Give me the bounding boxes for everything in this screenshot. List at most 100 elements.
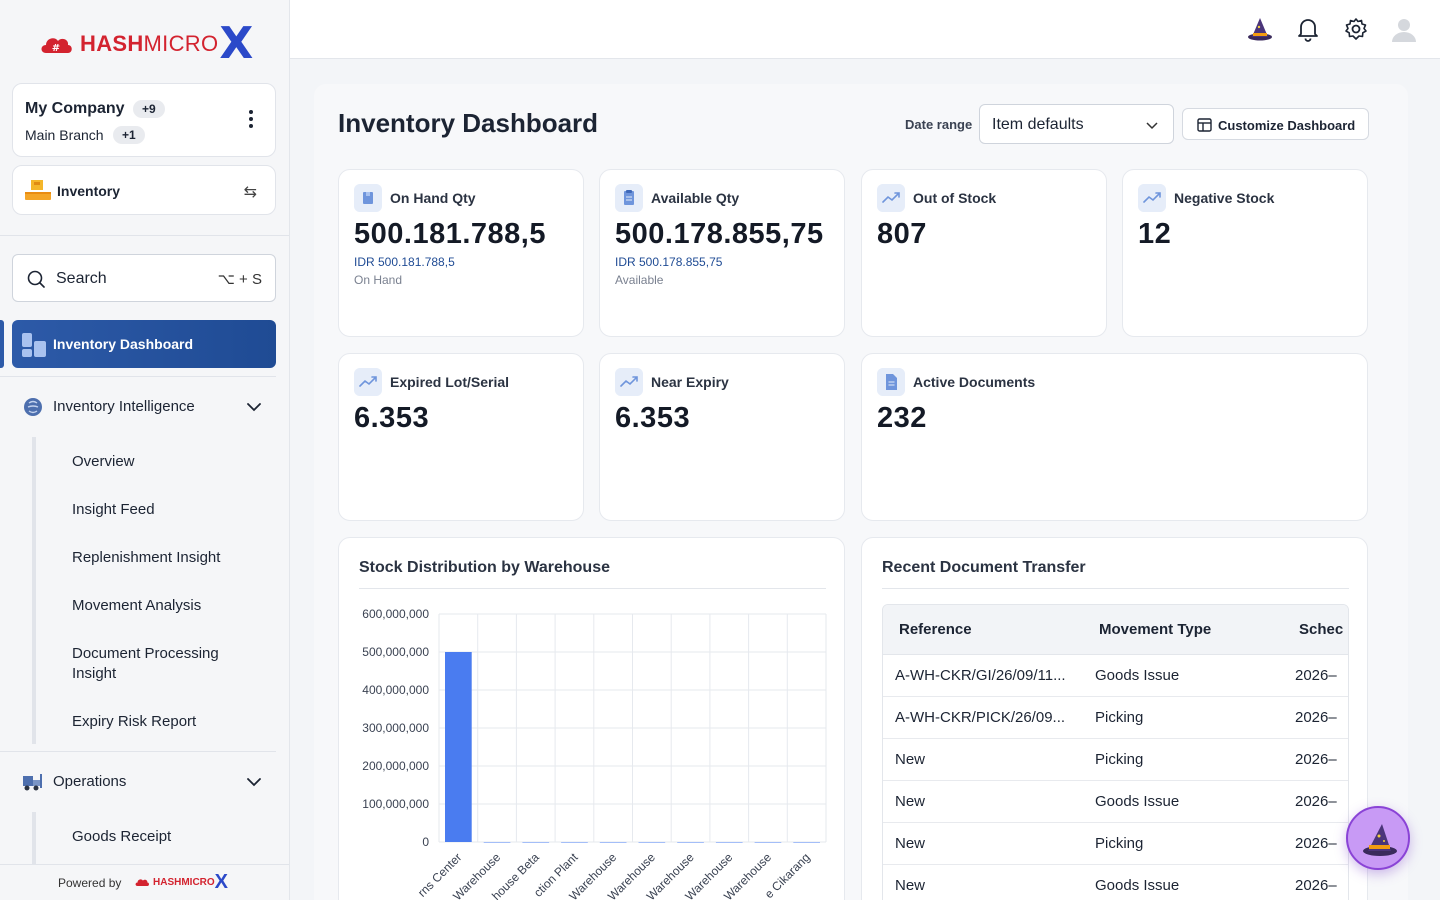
footer-logo: HASHMICRO X (134, 872, 228, 892)
cell-movement-type: Goods Issue (1095, 877, 1180, 894)
sidebar-item-expiry-risk-report[interactable]: Expiry Risk Report (72, 713, 197, 730)
company-switcher[interactable]: My Company +9 Main Branch +1 (12, 83, 276, 157)
search-icon (27, 270, 45, 288)
transfer-table: Reference Movement Type Schec A-WH-CKR/G… (882, 604, 1349, 900)
box-icon (354, 184, 382, 212)
y-tick-label: 0 (422, 835, 429, 849)
hashmicro-logo[interactable]: # HASHMICRO X (38, 22, 253, 66)
sidebar-item-goods-receipt[interactable]: Goods Receipt (72, 828, 172, 845)
kpi-card-out-of-stock[interactable]: Out of Stock 807 (861, 169, 1107, 337)
wizard-hat-icon (1363, 824, 1397, 856)
table-row[interactable]: New Goods Issue 2026– (883, 865, 1348, 900)
sidebar-item-overview[interactable]: Overview (72, 453, 135, 470)
chart-bar (561, 842, 588, 843)
date-range-select[interactable]: Item defaults (979, 104, 1174, 144)
kpi-value: 807 (877, 218, 927, 250)
clipboard-icon (615, 184, 643, 212)
column-header-movement-type[interactable]: Movement Type (1099, 621, 1212, 638)
kpi-caption: On Hand (354, 273, 403, 287)
chevron-down-icon[interactable] (246, 399, 262, 415)
kpi-label: Expired Lot/Serial (390, 374, 510, 390)
table-row[interactable]: New Picking 2026– (883, 739, 1348, 781)
more-options-icon[interactable] (249, 110, 253, 130)
kpi-label: Negative Stock (1174, 190, 1275, 206)
customize-dashboard-label: Customize Dashboard (1218, 118, 1356, 133)
bell-icon[interactable] (1295, 16, 1321, 42)
kpi-sub-value: IDR 500.181.788,5 (354, 255, 455, 269)
chart-bar (793, 842, 820, 843)
sidebar-item-document-processing-insight[interactable]: Document Processing Insight (72, 645, 219, 682)
trend-icon (877, 184, 905, 212)
kpi-card-available-qty[interactable]: Available Qty 500.178.855,75 IDR 500.178… (599, 169, 845, 337)
sidebar-group-inventory-intelligence[interactable]: Inventory Intelligence (12, 387, 276, 427)
kpi-label: Available Qty (651, 190, 740, 206)
search-input[interactable]: Search ⌥ + S (12, 254, 276, 302)
column-header-reference[interactable]: Reference (899, 621, 972, 638)
kpi-card-on-hand-qty[interactable]: On Hand Qty 500.181.788,5 IDR 500.181.78… (338, 169, 584, 337)
cell-scheduled: 2026– (1295, 751, 1337, 768)
brand-x: X (219, 18, 254, 69)
active-indicator (0, 320, 4, 368)
chart-bar (483, 842, 511, 843)
chevron-down-icon[interactable] (246, 774, 262, 790)
kpi-value: 500.181.788,5 (354, 218, 546, 250)
powered-by-footer: Powered by HASHMICRO X (0, 864, 289, 900)
divider (0, 751, 276, 752)
sidebar-group-operations[interactable]: Operations (12, 762, 276, 802)
gear-icon[interactable] (1343, 16, 1369, 42)
kpi-card-near-expiry[interactable]: Near Expiry 6.353 (599, 353, 845, 521)
table-row[interactable]: New Goods Issue 2026– (883, 781, 1348, 823)
kpi-card-expired-lot-serial[interactable]: Expired Lot/Serial 6.353 (338, 353, 584, 521)
company-count-badge: +9 (133, 100, 165, 118)
chart-bar (754, 842, 782, 843)
module-switcher[interactable]: Inventory ⇆ (12, 165, 276, 215)
table-row[interactable]: New Picking 2026– (883, 823, 1348, 865)
kpi-card-negative-stock[interactable]: Negative Stock 12 (1122, 169, 1368, 337)
sidebar-item-insight-feed[interactable]: Insight Feed (72, 501, 155, 518)
sidebar: # HASHMICRO X My Company +9 Main Branch … (0, 0, 290, 900)
module-label: Inventory (57, 183, 121, 199)
search-placeholder: Search (56, 270, 107, 287)
kpi-value: 500.178.855,75 (615, 218, 824, 250)
cell-scheduled: 2026– (1295, 793, 1337, 810)
kpi-card-active-documents[interactable]: Active Documents 232 (861, 353, 1368, 521)
avatar[interactable] (1391, 16, 1417, 42)
y-tick-label: 100,000,000 (362, 797, 429, 811)
submenu-line (32, 437, 36, 744)
divider (0, 235, 289, 236)
sidebar-item-replenishment-insight[interactable]: Replenishment Insight (72, 549, 221, 566)
y-tick-label: 200,000,000 (362, 759, 429, 773)
kpi-label: Near Expiry (651, 374, 729, 390)
kpi-value: 12 (1138, 218, 1172, 250)
cell-scheduled: 2026– (1295, 835, 1337, 852)
table-row[interactable]: A-WH-CKR/GI/26/09/11... Goods Issue 2026… (883, 655, 1348, 697)
trend-icon (1138, 184, 1166, 212)
wizard-hat-icon[interactable] (1247, 16, 1273, 42)
chart-bar (445, 652, 472, 842)
stock-distribution-chart: 0 100,000,000 200,000,000 300,000,000 400,00… (362, 607, 827, 900)
stock-distribution-card: Stock Distribution by Warehouse 0 100,000… (338, 537, 845, 900)
trend-icon (354, 368, 382, 396)
customize-dashboard-button[interactable]: Customize Dashboard (1182, 108, 1369, 140)
switch-arrows-icon[interactable]: ⇆ (243, 184, 257, 201)
cell-reference: New (895, 835, 926, 852)
kpi-sub-value: IDR 500.178.855,75 (615, 255, 723, 269)
divider (0, 376, 276, 377)
column-header-scheduled[interactable]: Schec (1299, 621, 1344, 638)
recent-transfer-card: Recent Document Transfer Reference Movem… (861, 537, 1368, 900)
table-row[interactable]: A-WH-CKR/PICK/26/09... Picking 2026– (883, 697, 1348, 739)
company-name: My Company (25, 100, 125, 117)
brand-name-light: MICRO (143, 31, 219, 56)
chart-bar (522, 842, 550, 843)
chart-bar (715, 842, 743, 843)
ai-assistant-button[interactable] (1346, 806, 1410, 870)
sidebar-item-inventory-dashboard[interactable]: Inventory Dashboard (12, 320, 276, 368)
date-range-value: Item defaults (992, 116, 1084, 133)
cloud-logo-icon: # (41, 38, 72, 54)
divider (882, 588, 1349, 589)
kpi-value: 232 (877, 402, 927, 434)
kpi-value: 6.353 (615, 402, 691, 434)
kpi-caption: Available (615, 273, 664, 287)
sidebar-item-movement-analysis[interactable]: Movement Analysis (72, 597, 202, 614)
footer-brand: HASHMICRO (153, 876, 215, 888)
